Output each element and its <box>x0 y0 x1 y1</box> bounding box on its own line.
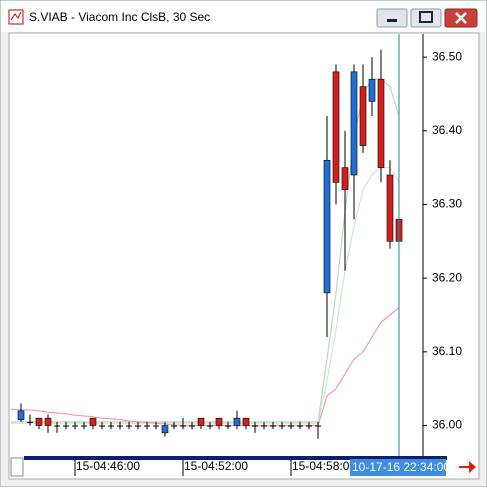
candle-body <box>72 425 78 427</box>
candle-body <box>242 417 250 426</box>
candle-body <box>233 417 241 426</box>
chart-panel <box>8 32 480 480</box>
candle-body <box>306 425 312 427</box>
candle-body <box>288 425 294 427</box>
cursor-label: 10-17-16 22:34:00 <box>352 460 450 474</box>
candle-body <box>350 71 358 176</box>
y-tick-label: 36.50 <box>432 49 462 63</box>
candle-body <box>44 417 52 426</box>
x-tick-label: 15-04:58:00 <box>292 459 356 473</box>
y-tick-label: 36.10 <box>432 344 462 358</box>
moving-average-line <box>11 78 400 423</box>
candle-body <box>99 425 105 427</box>
cursor-label-box <box>350 459 446 476</box>
y-tick-label: 36.40 <box>432 123 462 137</box>
x-tick-label: 15-04:52:00 <box>184 459 248 473</box>
candle-body <box>189 425 195 427</box>
candle-body <box>341 167 349 191</box>
candle-body <box>197 417 205 426</box>
candle-body <box>161 425 169 434</box>
time-scroll-bar[interactable] <box>24 456 447 460</box>
candle-body <box>153 425 159 427</box>
candle-body <box>252 425 258 427</box>
candle-body <box>89 417 97 426</box>
candle-body <box>368 78 376 102</box>
window-title: S.VIAB - Viacom Inc ClsB, 30 Sec <box>29 10 210 24</box>
candle-body <box>386 174 394 242</box>
candle-body <box>135 425 141 427</box>
candle-body <box>126 425 132 427</box>
candle-body <box>81 425 87 427</box>
candle-body <box>332 71 340 183</box>
candle-body <box>17 410 25 420</box>
y-tick-label: 36.30 <box>432 197 462 211</box>
maximize-button[interactable] <box>410 8 442 28</box>
candle-body <box>207 425 213 427</box>
candle-body <box>144 425 150 427</box>
app-icon-glyph <box>10 11 22 21</box>
candle-body <box>215 417 223 426</box>
candle-body <box>117 425 123 427</box>
candle-body <box>297 425 303 427</box>
scroll-box[interactable] <box>10 457 24 477</box>
candle-body <box>270 425 276 427</box>
minimize-button[interactable] <box>376 8 408 28</box>
candle-body <box>279 425 285 427</box>
candle-body <box>54 425 60 427</box>
candle-body <box>171 425 177 427</box>
candle-body <box>377 78 385 168</box>
candle-body <box>180 425 186 427</box>
candle-body <box>35 417 43 426</box>
candle-body <box>315 425 321 427</box>
candle-body <box>261 425 267 427</box>
candle-body <box>225 425 231 427</box>
y-tick-label: 36.00 <box>432 418 462 432</box>
close-button[interactable] <box>444 8 478 28</box>
candle-body <box>323 159 331 294</box>
candle-body <box>108 425 114 427</box>
x-tick-label: 15-04:46:00 <box>76 459 140 473</box>
candle-body <box>27 421 33 423</box>
app-icon <box>8 9 24 25</box>
y-tick-label: 36.20 <box>432 270 462 284</box>
scroll-right-arrow[interactable] <box>459 461 476 473</box>
candle-body <box>63 425 69 427</box>
candle-body <box>359 86 367 146</box>
